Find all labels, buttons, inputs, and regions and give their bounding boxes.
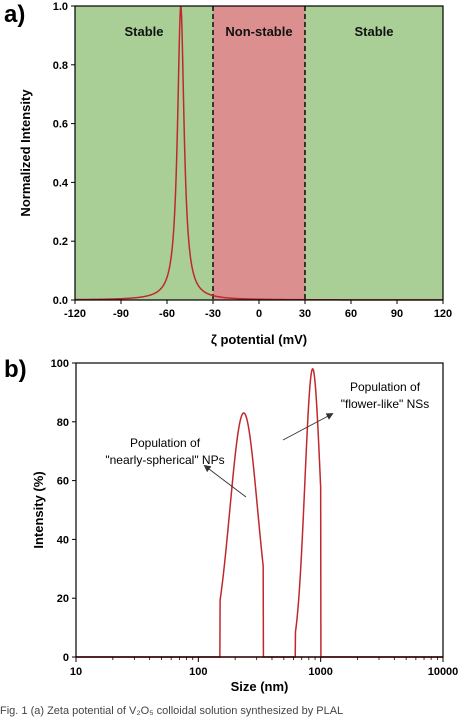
panel-b-label: b) — [4, 356, 27, 383]
annotation-2-line-1: Population of — [350, 380, 421, 394]
annotation-1-line-1: Population of — [130, 436, 201, 450]
y-tick-label-a-3: 0.6 — [53, 119, 68, 131]
region-2-label: Stable — [354, 24, 393, 39]
x-tick-label-a-0: -120 — [64, 308, 86, 320]
panel-b-background — [76, 363, 443, 657]
x-tick-label-a-5: 30 — [299, 308, 311, 320]
y-tick-label-a-5: 1.0 — [53, 1, 68, 13]
x-axis-label-b: Size (nm) — [231, 679, 289, 694]
annotation-1-arrow — [203, 464, 247, 498]
y-axis-label-b: Intensity (%) — [31, 471, 46, 548]
region-1-band — [213, 6, 305, 300]
y-tick-label-b-5: 100 — [51, 358, 69, 370]
annotation-1-line-2: "nearly-spherical" NPs — [105, 453, 224, 467]
y-tick-label-a-1: 0.2 — [53, 236, 68, 248]
y-tick-label-a-0: 0.0 — [53, 295, 68, 307]
x-tick-label-b-0: 10 — [70, 666, 82, 678]
x-tick-label-a-2: -60 — [159, 308, 175, 320]
y-tick-label-b-1: 20 — [57, 593, 69, 605]
x-tick-label-a-4: 0 — [256, 308, 262, 320]
panel-b-frame — [75, 362, 444, 658]
x-axis-label-a: ζ potential (mV) — [211, 332, 307, 347]
region-0-label: Stable — [124, 24, 163, 39]
x-tick-label-b-1: 100 — [189, 666, 207, 678]
figure-caption: Fig. 1 (a) Zeta potential of V₂O₅ colloi… — [0, 705, 344, 717]
x-tick-label-a-7: 90 — [391, 308, 403, 320]
region-1-label: Non-stable — [225, 24, 292, 39]
y-tick-label-b-3: 60 — [57, 476, 69, 488]
x-tick-label-a-1: -90 — [113, 308, 129, 320]
x-tick-label-a-3: -30 — [205, 308, 221, 320]
y-tick-label-b-4: 80 — [57, 417, 69, 429]
annotation-2-arrow — [282, 413, 334, 441]
region-0-band — [75, 6, 213, 300]
panel-a-label: a) — [4, 1, 25, 28]
y-tick-label-a-2: 0.4 — [53, 177, 69, 189]
y-tick-label-a-4: 0.8 — [53, 60, 68, 72]
x-tick-label-a-8: 120 — [434, 308, 452, 320]
y-tick-label-b-0: 0 — [63, 652, 69, 664]
y-axis-label-a: Normalized Intensity — [18, 89, 33, 217]
x-tick-label-a-6: 60 — [345, 308, 357, 320]
annotation-2-line-2: "flower-like" NSs — [341, 397, 430, 411]
x-tick-label-b-3: 10000 — [428, 666, 459, 678]
region-2-band — [305, 6, 443, 300]
x-tick-label-b-2: 1000 — [308, 666, 332, 678]
y-tick-label-b-2: 40 — [57, 534, 69, 546]
